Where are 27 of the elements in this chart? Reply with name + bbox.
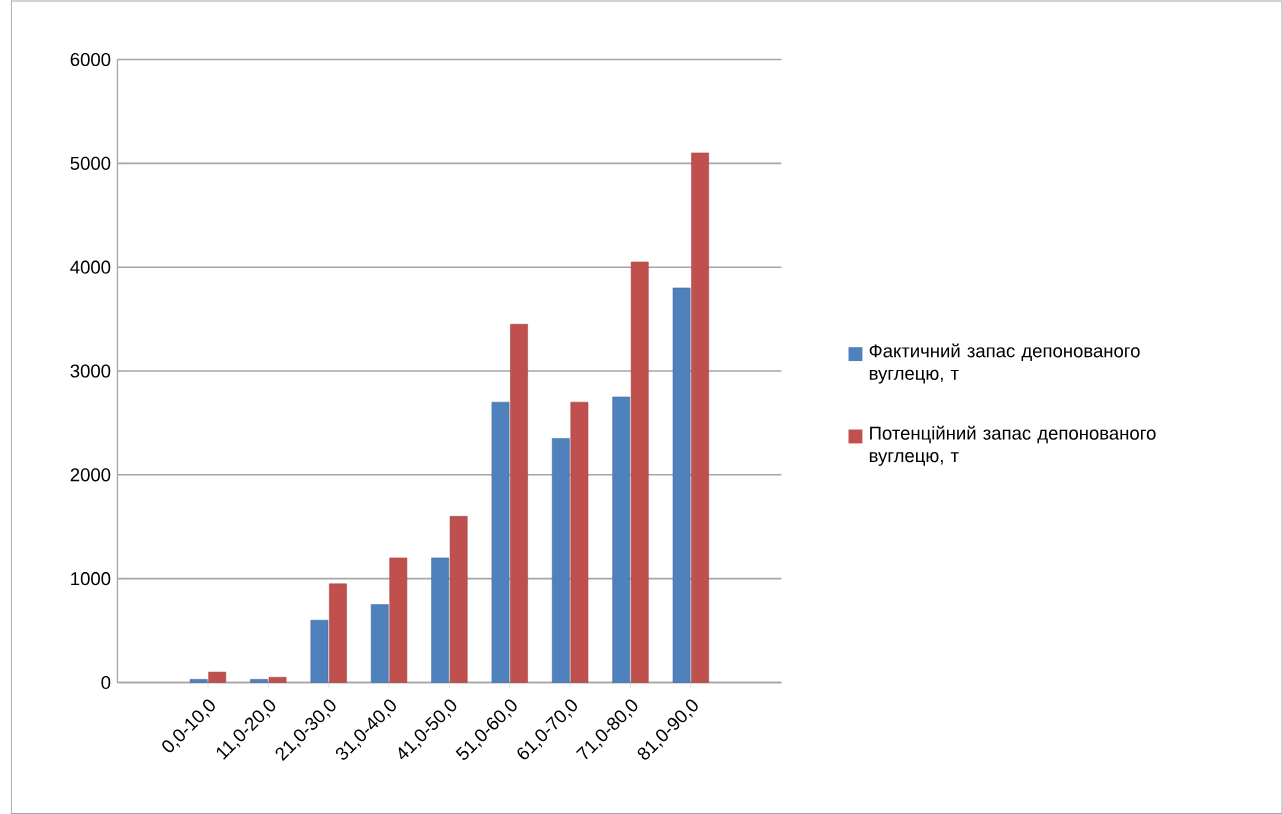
bar: [552, 438, 570, 683]
bar: [630, 261, 649, 683]
bar: [449, 515, 468, 683]
y-tick-label: 5000: [70, 156, 111, 170]
legend-label: Фактичний запас депонованого вуглецю, т: [869, 343, 1140, 384]
y-tick-label: 4000: [70, 260, 111, 274]
bar: [431, 557, 450, 683]
bar: [329, 583, 347, 683]
bar: [310, 619, 329, 683]
bar: [570, 401, 589, 683]
bar: [510, 323, 528, 683]
bar: [691, 152, 709, 683]
bar: [268, 676, 287, 683]
bar: [491, 401, 510, 683]
bar: [389, 557, 408, 683]
y-tick-label: 6000: [70, 52, 111, 66]
bar: [189, 678, 208, 683]
legend-label: Потенційний запас депонованого вуглецю, т: [869, 425, 1156, 466]
bar: [208, 671, 227, 683]
bar: [612, 396, 631, 683]
y-tick-label: 0: [101, 675, 111, 689]
bar: [370, 604, 389, 683]
y-tick-label: 2000: [70, 468, 111, 482]
bar: [672, 287, 691, 683]
y-tick-label: 1000: [71, 571, 111, 586]
y-tick-label: 3000: [70, 364, 111, 378]
bar: [250, 678, 268, 683]
